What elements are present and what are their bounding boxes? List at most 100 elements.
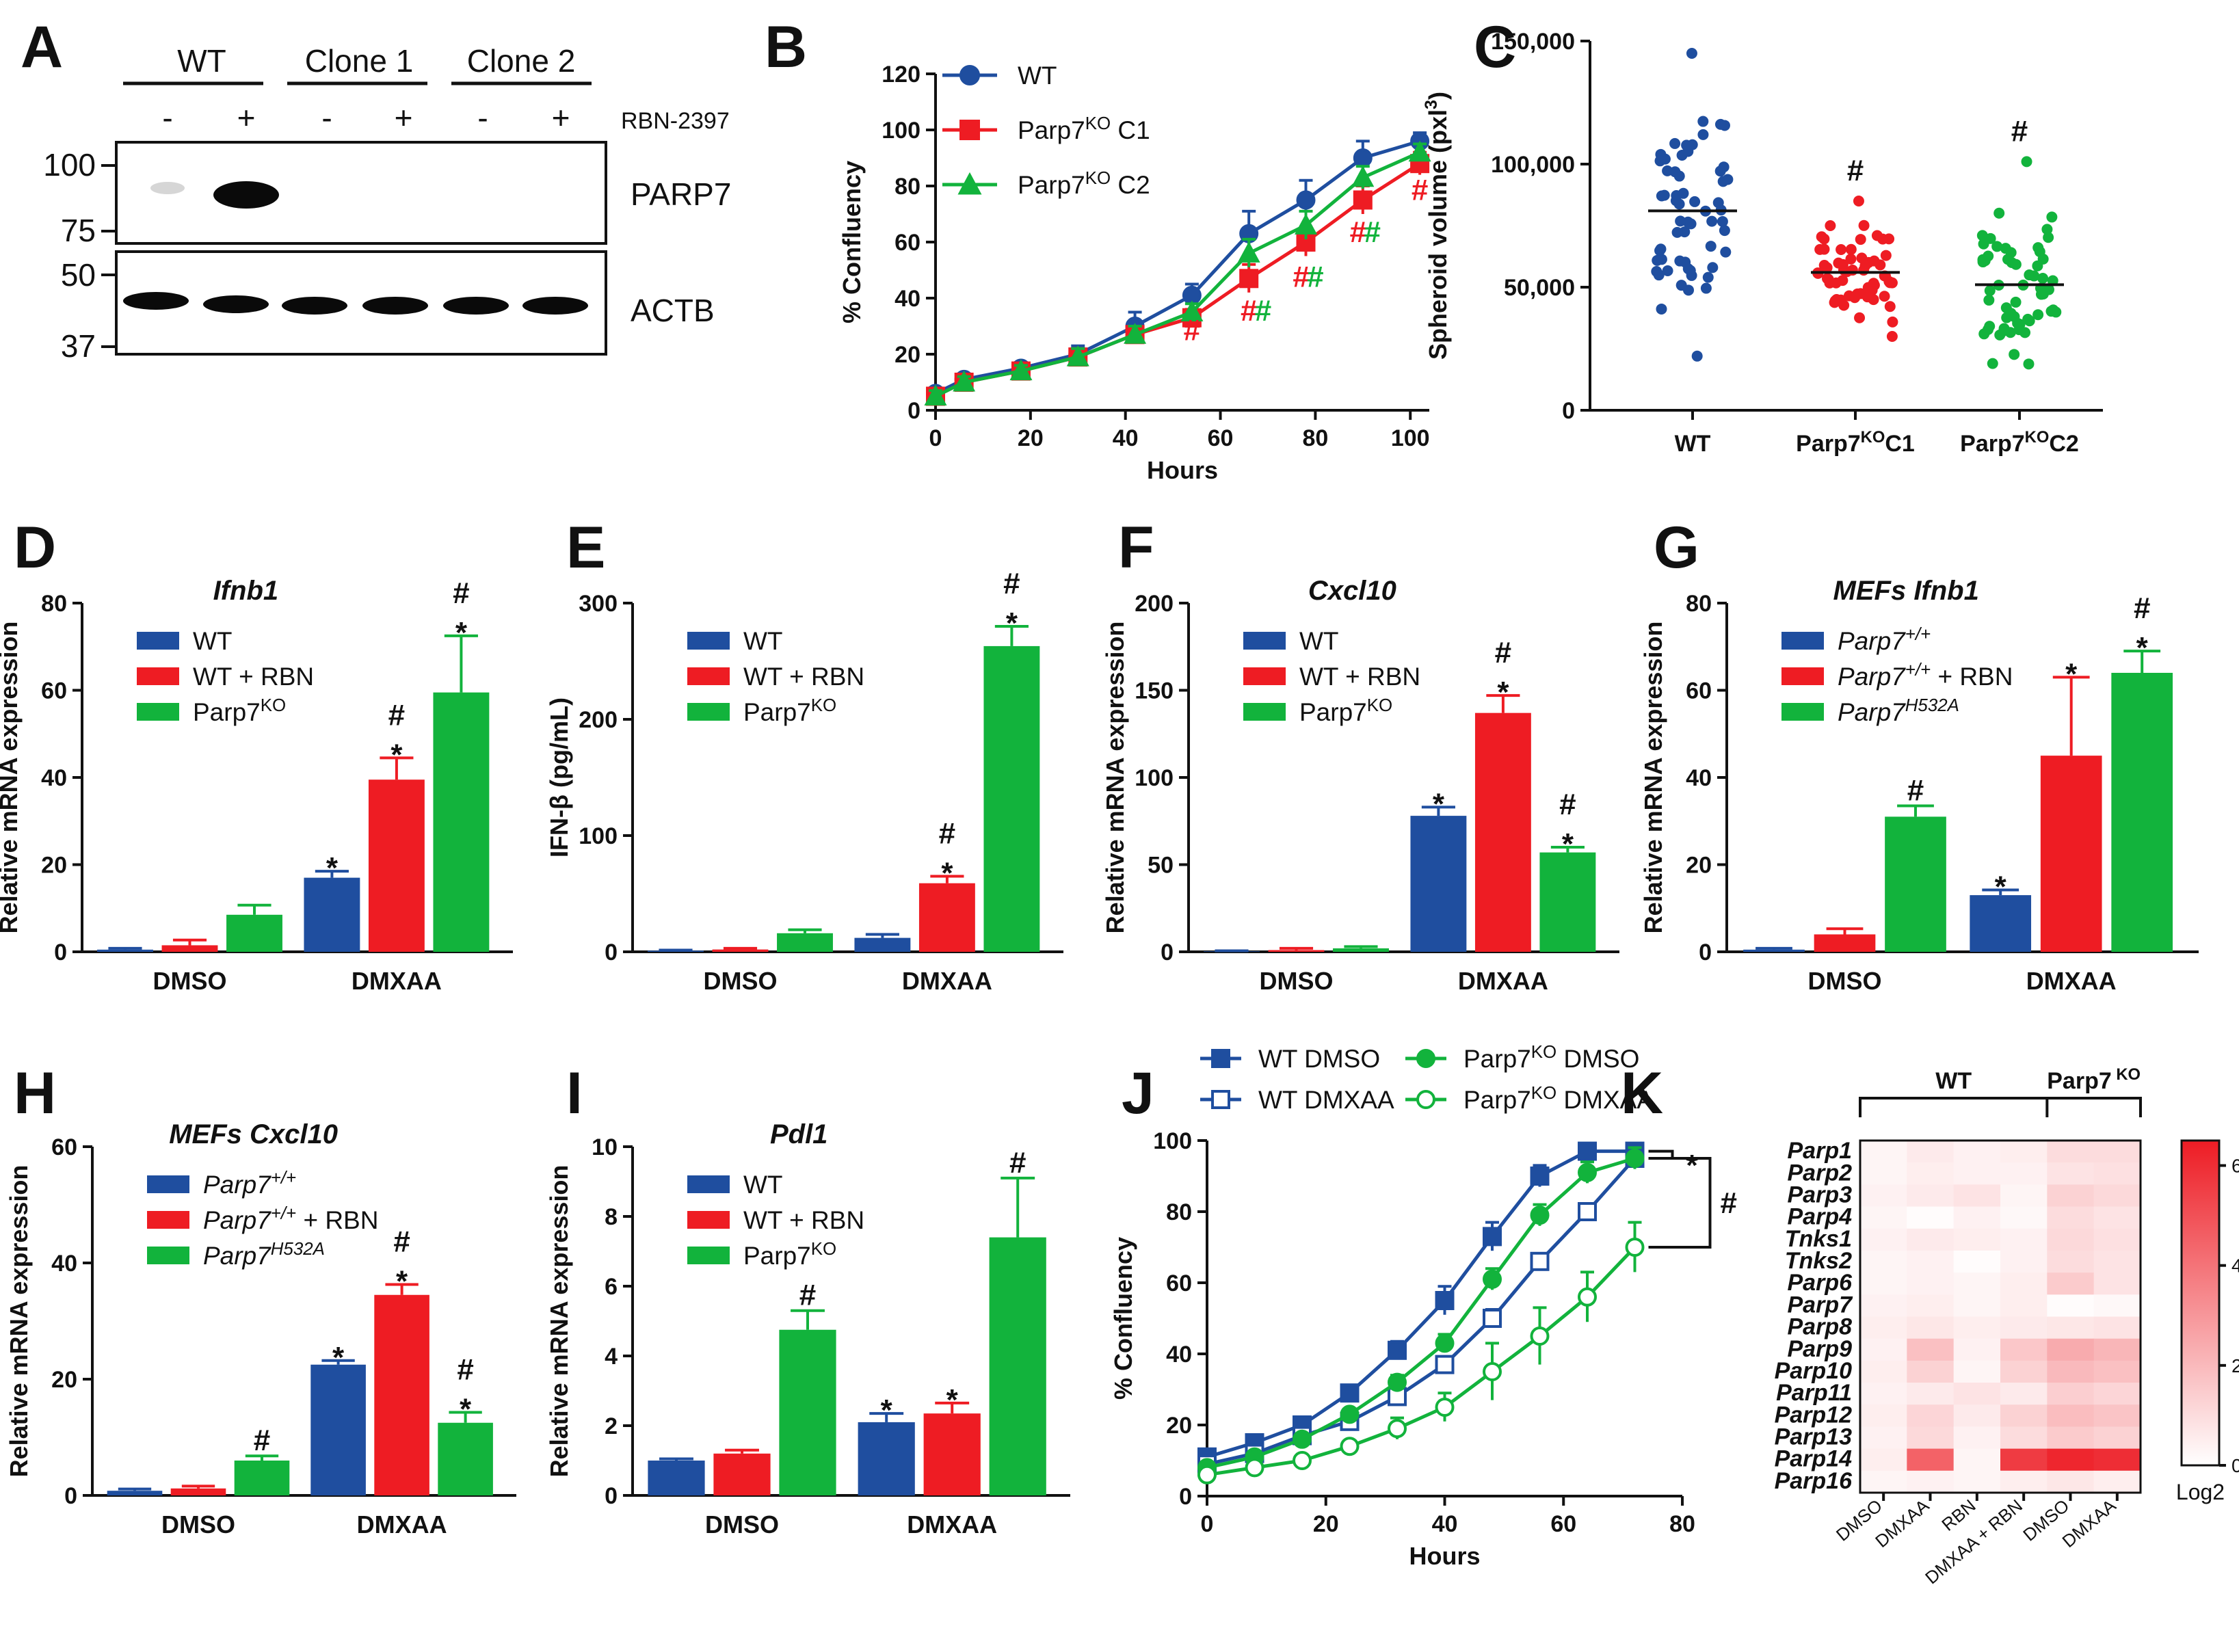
scatter-point: [1818, 233, 1830, 245]
y-tick-label: 100: [579, 823, 618, 849]
heatmap-cell: [1860, 1141, 1907, 1163]
data-point: [959, 120, 980, 140]
colorbar-tick-label: 6: [2231, 1156, 2239, 1177]
chart-title: MEFs Ifnb1: [1833, 576, 1979, 606]
label-part: IFN-β (pg/mL): [545, 697, 573, 857]
bar: [97, 949, 153, 952]
legend-swatch: [1243, 667, 1286, 685]
bar: [854, 937, 911, 952]
data-point: [1578, 1162, 1597, 1182]
legend-label: Parp7H532A: [203, 1240, 325, 1270]
label-part: Relative mRNA expression: [545, 1165, 573, 1478]
label-part: Ifnb1: [213, 576, 279, 606]
line-chart-j: 0 20 40 60 80 100 0 20 40 60 80 Hours % Confluency WT…: [1109, 1043, 1737, 1570]
heatmap-cell: [2093, 1184, 2141, 1208]
lane-treatment-2: +: [237, 100, 256, 135]
significance-hash: #: [2134, 591, 2150, 625]
data-point: [1296, 190, 1316, 210]
heatmap-cell: [2000, 1338, 2048, 1361]
scatter-point: [1818, 259, 1830, 271]
heatmap-cell: [1953, 1316, 2001, 1340]
data-point: [1388, 1340, 1407, 1360]
y-tick-label: 20: [1686, 853, 1712, 879]
scatter-point: [1991, 241, 2003, 252]
y-tick-label: 40: [1686, 765, 1712, 791]
heatmap-cell: [1907, 1228, 1955, 1251]
scatter-point: [2035, 289, 2047, 300]
row-label: Parp14: [1775, 1446, 1852, 1472]
y-tick-label: 2: [605, 1413, 618, 1439]
significance-hash: #: [1495, 636, 1511, 669]
heatmap-cell: [1860, 1228, 1907, 1251]
treatment-label: RBN-2397: [621, 108, 730, 134]
data-point: [1435, 1398, 1455, 1417]
heatmap-cell: [2093, 1383, 2141, 1405]
category-label: DMXAA: [352, 967, 442, 995]
x-tick-label: Parp7KOC2: [1960, 428, 2079, 457]
scatter-point: [1985, 232, 1996, 244]
label-part: Parp7: [2047, 1068, 2112, 1094]
legend-label: WT + RBN: [193, 663, 314, 691]
significance-hash: #: [388, 698, 405, 732]
heatmap-cell: [2047, 1184, 2095, 1208]
y-tick-label: 60: [41, 678, 67, 704]
category-label: DMSO: [1808, 967, 1882, 995]
series-line: [1206, 1157, 1637, 1466]
chart-title: Ifnb1: [213, 576, 279, 606]
heatmap-cell: [1860, 1470, 1907, 1493]
scatter-point: [2019, 327, 2031, 338]
data-point: [1416, 1090, 1435, 1109]
scatter-point: [1673, 198, 1685, 210]
legend-label: WT + RBN: [743, 663, 864, 691]
label-part: WT: [743, 627, 783, 655]
legend-label: Parp7KO DMXAA: [1463, 1084, 1654, 1114]
significance-hash: #: [1009, 1146, 1026, 1180]
scatter-point: [1862, 291, 1873, 303]
heatmap-k: Parp1Parp2Parp3Parp4Tnks1Tnks2Parp6Parp7…: [1775, 1065, 2239, 1588]
heatmap-cell: [2093, 1162, 2141, 1185]
y-tick-label: 50,000: [1504, 275, 1575, 301]
data-point: [1009, 359, 1033, 381]
bar: [2111, 673, 2173, 952]
y-tick-label: 20: [1166, 1413, 1192, 1439]
data-point: [1353, 190, 1373, 210]
heatmap-cell: [1907, 1426, 1955, 1450]
heatmap-cell: [1860, 1426, 1907, 1450]
heatmap-cell: [2093, 1338, 2141, 1361]
label-part: + RBN: [1931, 663, 2013, 691]
label-part: Parp7: [743, 1242, 811, 1270]
heatmap-cell: [2093, 1316, 2141, 1340]
panel-label-b: B: [765, 14, 807, 80]
x-tick-label: 20: [1313, 1511, 1339, 1537]
data-point: [1578, 1287, 1597, 1307]
row-label: Parp7: [1788, 1292, 1854, 1318]
label-part: H532A: [1905, 696, 1959, 715]
scatter-point: [1837, 258, 1849, 270]
scatter-point: [1697, 129, 1709, 140]
bar: [1268, 950, 1325, 952]
label-part: Ifnb1: [1913, 576, 1979, 606]
label-part: Parp7: [1838, 663, 1906, 691]
heatmap-cell: [1953, 1141, 2001, 1163]
significance-mark: #: [1364, 215, 1380, 249]
heatmap-cell: [2093, 1228, 2141, 1251]
y-tick-label: 8: [605, 1204, 618, 1230]
heatmap-cell: [2047, 1448, 2095, 1471]
y-axis-title: Spheroid volume (pxl3): [1422, 92, 1452, 360]
data-point: [1435, 1355, 1455, 1374]
bar: [1474, 712, 1531, 952]
significance-star: *: [881, 1394, 893, 1427]
label-part: Parp7: [1463, 1045, 1531, 1073]
heatmap-cell: [1907, 1470, 1955, 1493]
data-point: [1351, 165, 1375, 187]
heatmap-cell: [1953, 1404, 2001, 1427]
legend-swatch: [1781, 632, 1824, 650]
bar: [777, 933, 833, 952]
scatter-point: [1818, 243, 1830, 255]
bar: [433, 692, 490, 952]
category-label: DMSO: [153, 967, 227, 995]
significance-star: *: [1006, 607, 1018, 640]
colorbar-label: Log2: [2176, 1480, 2225, 1504]
label-part: H532A: [271, 1240, 325, 1259]
bar: [1743, 949, 1805, 952]
